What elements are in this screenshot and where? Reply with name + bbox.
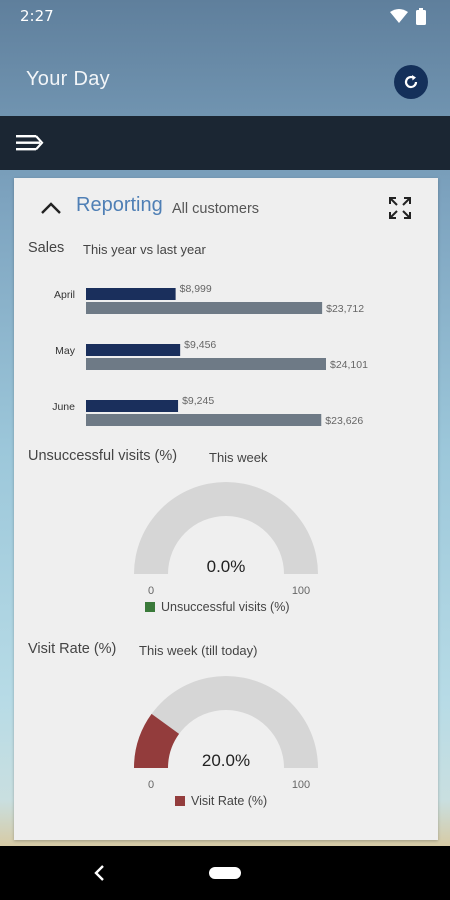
bar-this-year xyxy=(86,288,176,300)
gauge-min-label: 0 xyxy=(148,779,154,791)
battery-icon xyxy=(416,7,426,25)
gauge-max-label: 100 xyxy=(292,779,310,791)
status-time: 2:27 xyxy=(20,7,54,25)
unsuccessful-gauge: 0.0% 0 100 xyxy=(134,482,318,597)
bar-last-year xyxy=(86,358,326,370)
status-icons xyxy=(390,7,426,25)
bar-value-label: $23,712 xyxy=(326,303,364,315)
unsuccessful-legend: Unsuccessful visits (%) xyxy=(145,600,290,614)
app-header: Your Day xyxy=(0,32,450,116)
bar-value-label: $23,626 xyxy=(325,415,363,427)
gauge-max-label: 100 xyxy=(292,585,310,597)
legend-label: Visit Rate (%) xyxy=(191,794,268,808)
refresh-button[interactable] xyxy=(394,65,428,99)
gauge-track xyxy=(134,676,318,768)
bar-last-year xyxy=(86,302,323,314)
gauge-min-label: 0 xyxy=(148,585,154,597)
expand-button[interactable] xyxy=(388,196,412,220)
legend-swatch xyxy=(145,602,155,612)
visit-rate-gauge: 20.0% 0 100 xyxy=(134,676,318,791)
bar-value-label: $9,245 xyxy=(182,395,214,407)
collapse-button[interactable] xyxy=(40,200,62,216)
sales-title: Sales xyxy=(28,240,65,256)
refresh-icon xyxy=(404,75,418,89)
legend-swatch xyxy=(175,796,185,806)
visit-rate-subtitle: This week (till today) xyxy=(139,643,258,658)
unsuccessful-subtitle: This week xyxy=(209,450,268,465)
card-subtitle: All customers xyxy=(172,201,260,217)
back-button[interactable] xyxy=(90,862,110,884)
card-header: Reporting All customers xyxy=(14,178,438,236)
status-bar: 2:27 xyxy=(0,0,450,32)
category-label: April xyxy=(54,289,75,301)
visit-rate-legend: Visit Rate (%) xyxy=(175,794,267,808)
category-label: June xyxy=(52,401,75,413)
gauge-value-label: 0.0% xyxy=(207,557,246,576)
sales-subtitle: This year vs last year xyxy=(83,242,206,257)
gauge-value-label: 20.0% xyxy=(202,751,250,770)
legend-label: Unsuccessful visits (%) xyxy=(161,600,290,614)
category-label: May xyxy=(55,345,76,357)
bar-this-year xyxy=(86,400,179,412)
page-title: Your Day xyxy=(26,68,110,90)
toolbar xyxy=(0,116,450,170)
bar-value-label: $24,101 xyxy=(330,359,368,371)
unsuccessful-title: Unsuccessful visits (%) xyxy=(28,448,178,464)
back-icon xyxy=(94,865,104,881)
system-nav-bar xyxy=(0,846,450,900)
wifi-icon xyxy=(390,9,408,23)
gauge-track xyxy=(134,482,318,574)
menu-button[interactable] xyxy=(16,132,44,154)
bar-value-label: $8,999 xyxy=(180,283,212,295)
card-title: Reporting xyxy=(76,194,163,216)
reporting-card: Reporting All customers Sales This year … xyxy=(14,178,438,840)
expand-icon xyxy=(389,197,411,219)
chevron-up-icon xyxy=(41,202,61,214)
home-button[interactable] xyxy=(209,867,241,879)
bar-last-year xyxy=(86,414,322,426)
sales-bar-chart: April $8,999 $23,712 May $9,456 $24,101 June $9… xyxy=(52,283,368,427)
bar-value-label: $9,456 xyxy=(184,339,216,351)
gauge-fill xyxy=(134,713,180,768)
bar-this-year xyxy=(86,344,181,356)
menu-icon xyxy=(16,135,44,151)
visit-rate-title: Visit Rate (%) xyxy=(28,641,117,657)
